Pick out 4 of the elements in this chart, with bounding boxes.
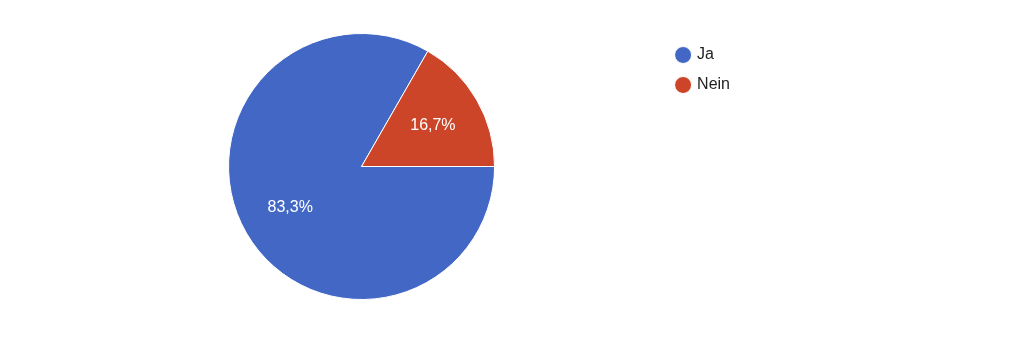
legend-label: Nein: [697, 75, 730, 93]
data-label: 83,3%: [267, 198, 313, 216]
legend-label: Ja: [697, 45, 715, 63]
data-label: 16,7%: [410, 115, 456, 133]
